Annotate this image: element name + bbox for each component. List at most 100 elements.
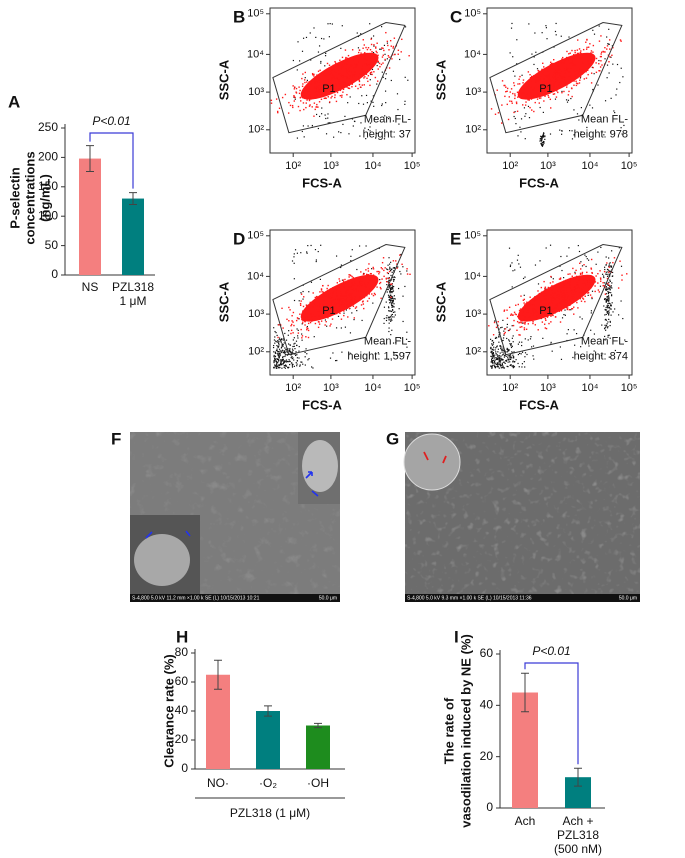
event-dot — [499, 345, 501, 347]
gated-dot — [591, 61, 594, 64]
gated-dot — [549, 98, 552, 101]
event-dot — [280, 341, 282, 343]
gated-dot — [541, 71, 544, 74]
event-dot — [405, 338, 408, 340]
gated-dot — [337, 285, 339, 287]
gated-dot — [556, 306, 558, 309]
event-dot — [497, 355, 499, 357]
event-dot — [293, 262, 295, 264]
event-dot — [392, 306, 394, 308]
event-dot — [605, 309, 608, 311]
gated-dot — [560, 303, 562, 305]
event-dot — [491, 356, 493, 358]
gated-dot — [571, 49, 573, 52]
gated-dot — [292, 332, 294, 334]
gated-dot — [593, 279, 595, 282]
gated-dot — [566, 289, 568, 291]
event-dot — [595, 263, 597, 265]
gated-dot — [334, 84, 337, 86]
gated-dot — [390, 283, 392, 285]
gated-dot — [314, 314, 316, 317]
gated-dot — [577, 56, 580, 59]
gated-dot — [336, 91, 339, 94]
event-dot — [392, 120, 395, 122]
gated-dot — [540, 300, 542, 302]
event-dot — [610, 286, 612, 288]
event-dot — [491, 350, 493, 353]
event-dot — [377, 352, 379, 354]
gated-dot — [529, 303, 531, 305]
gated-dot — [338, 70, 340, 72]
gated-dot — [342, 297, 344, 299]
event-dot — [306, 79, 308, 81]
event-dot — [508, 354, 510, 357]
gated-dot — [563, 306, 566, 308]
gated-dot — [548, 85, 551, 88]
event-dot — [575, 332, 578, 335]
event-dot — [388, 283, 390, 286]
gated-dot — [540, 305, 542, 307]
event-dot — [494, 337, 497, 339]
gated-dot — [370, 38, 372, 40]
gated-dot — [553, 93, 556, 95]
gated-dot — [342, 279, 345, 281]
event-dot — [274, 330, 276, 333]
event-dot — [514, 117, 516, 120]
event-dot — [356, 268, 358, 271]
event-dot — [279, 354, 282, 356]
gated-dot — [545, 82, 547, 84]
gated-dot — [518, 309, 521, 312]
event-dot — [390, 291, 392, 293]
gated-dot — [367, 274, 370, 276]
gated-dot — [552, 78, 554, 80]
gated-dot — [339, 312, 341, 315]
event-dot — [291, 351, 293, 353]
gated-dot — [560, 83, 562, 85]
gated-dot — [289, 104, 292, 107]
gated-dot — [550, 275, 552, 278]
gated-dot — [309, 314, 311, 317]
gated-dot — [528, 308, 530, 310]
gated-dot — [358, 61, 360, 63]
event-dot — [495, 352, 497, 355]
event-dot — [561, 269, 563, 272]
event-dot — [293, 343, 295, 345]
gated-dot — [579, 272, 582, 275]
event-dot — [510, 364, 512, 366]
gated-dot — [372, 54, 374, 56]
event-dot — [506, 347, 508, 350]
gated-dot — [348, 274, 350, 276]
event-dot — [317, 250, 319, 253]
event-dot — [608, 300, 610, 302]
event-dot — [511, 325, 513, 327]
event-dot — [498, 341, 500, 343]
event-dot — [591, 107, 594, 109]
gated-dot — [579, 69, 581, 72]
gated-dot — [577, 55, 579, 57]
gated-dot — [317, 90, 319, 92]
gated-dot — [343, 282, 346, 284]
gated-dot — [387, 44, 389, 47]
gated-dot — [608, 266, 610, 268]
event-dot — [383, 322, 385, 324]
gated-dot — [540, 286, 543, 289]
event-dot — [350, 255, 352, 257]
gated-dot — [500, 122, 503, 124]
event-dot — [573, 329, 575, 331]
gated-dot — [518, 322, 520, 324]
gated-dot — [362, 68, 364, 71]
event-dot — [535, 51, 537, 53]
event-dot — [541, 144, 543, 147]
gated-dot — [552, 292, 555, 294]
gated-dot — [291, 315, 293, 317]
gated-dot — [620, 40, 622, 42]
gated-dot — [364, 286, 366, 289]
event-dot — [524, 276, 526, 278]
gated-dot — [575, 82, 578, 84]
event-dot — [273, 351, 275, 353]
gated-dot — [382, 257, 385, 259]
event-dot — [541, 32, 543, 34]
y-tick-label: 20 — [480, 749, 494, 763]
gated-dot — [536, 316, 538, 319]
gated-dot — [578, 286, 581, 288]
